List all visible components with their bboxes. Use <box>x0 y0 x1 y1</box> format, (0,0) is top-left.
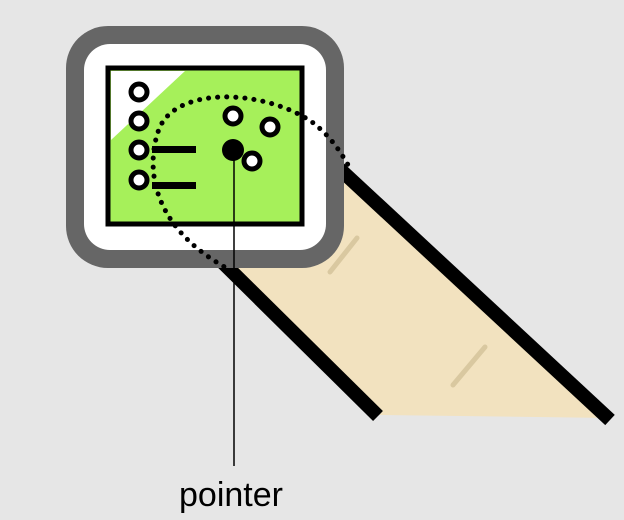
filled-dot-icon <box>222 139 244 161</box>
strap-right-edge <box>325 154 615 426</box>
pointer-label: pointer <box>179 476 283 514</box>
circle-marker-icon <box>128 139 150 161</box>
wristwatch-device-icon <box>66 26 344 268</box>
dotted-route <box>150 94 355 278</box>
circle-marker-icon <box>128 110 150 132</box>
circle-marker-icon <box>241 150 263 172</box>
strap-left-edge <box>205 245 383 421</box>
strap-texture-1 <box>327 235 360 275</box>
circle-marker-icon <box>222 105 244 127</box>
list-bar <box>152 146 196 153</box>
circle-marker-icon <box>128 169 150 191</box>
screen-content <box>128 81 281 191</box>
circle-marker-icon <box>128 81 150 103</box>
strap-texture-2 <box>450 344 488 388</box>
circle-marker-icon <box>259 116 281 138</box>
list-bar <box>152 182 196 189</box>
